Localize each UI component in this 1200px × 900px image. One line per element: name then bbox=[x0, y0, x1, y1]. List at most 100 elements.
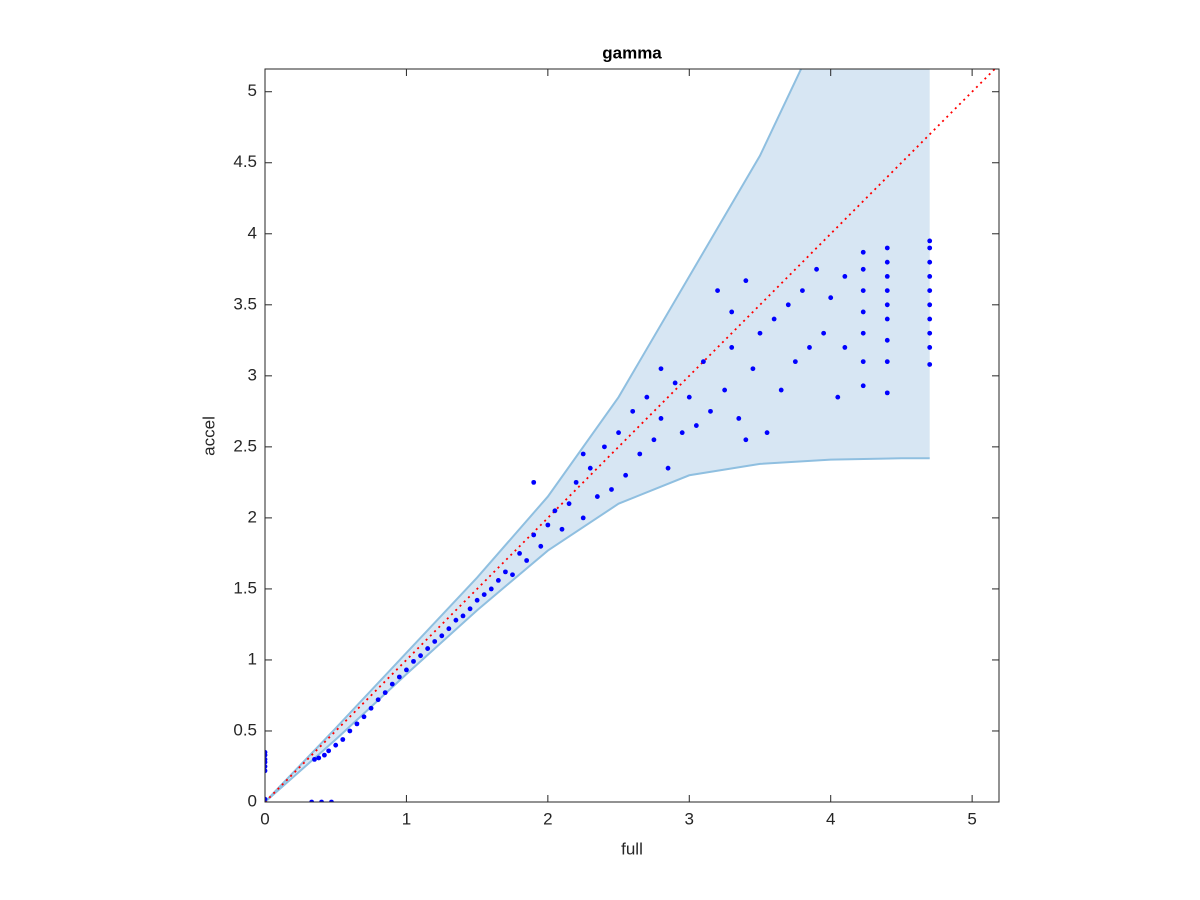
y-tick-label: 3.5 bbox=[233, 294, 257, 313]
data-point bbox=[884, 259, 890, 265]
data-point bbox=[609, 487, 614, 492]
data-point bbox=[750, 366, 756, 372]
data-point bbox=[743, 437, 749, 443]
data-point bbox=[672, 380, 678, 386]
data-point bbox=[842, 345, 848, 350]
data-point bbox=[884, 337, 890, 343]
data-point bbox=[510, 572, 515, 578]
data-point bbox=[326, 748, 332, 754]
data-point bbox=[860, 266, 866, 272]
y-tick-label: 0.5 bbox=[233, 720, 257, 739]
data-point bbox=[389, 681, 395, 687]
data-point bbox=[860, 288, 866, 294]
data-point bbox=[559, 526, 565, 532]
data-point bbox=[382, 690, 388, 696]
data-point bbox=[329, 799, 334, 802]
chart-title: gamma bbox=[602, 43, 662, 62]
data-point bbox=[418, 653, 423, 659]
data-point bbox=[580, 515, 586, 521]
data-point bbox=[503, 569, 508, 575]
data-point bbox=[665, 465, 671, 471]
data-point bbox=[785, 302, 791, 308]
data-point bbox=[573, 479, 579, 485]
data-point bbox=[630, 408, 636, 414]
data-point bbox=[814, 266, 819, 272]
data-point bbox=[580, 451, 586, 457]
data-point bbox=[396, 674, 402, 680]
data-point bbox=[771, 316, 777, 322]
data-point bbox=[729, 309, 735, 315]
y-tick-label: 5 bbox=[248, 81, 257, 100]
data-point bbox=[764, 430, 770, 436]
data-point bbox=[927, 245, 933, 251]
data-point bbox=[701, 359, 706, 365]
data-point bbox=[884, 359, 890, 365]
x-tick-label: 1 bbox=[402, 809, 411, 828]
data-point bbox=[927, 330, 933, 336]
data-point bbox=[927, 362, 933, 367]
y-tick-label: 0 bbox=[248, 791, 257, 810]
data-point bbox=[474, 597, 480, 603]
data-point bbox=[446, 626, 452, 632]
y-tick-label: 1 bbox=[248, 649, 257, 668]
data-point bbox=[927, 238, 933, 244]
y-tick-label: 3 bbox=[248, 365, 257, 384]
data-point bbox=[860, 359, 866, 365]
data-point bbox=[495, 577, 501, 583]
data-point bbox=[658, 416, 664, 421]
data-point bbox=[927, 302, 933, 308]
data-point bbox=[616, 430, 621, 436]
data-point bbox=[321, 752, 327, 758]
data-point bbox=[481, 592, 487, 598]
data-point bbox=[927, 316, 933, 322]
data-point bbox=[488, 586, 494, 592]
data-point bbox=[425, 646, 431, 651]
data-point bbox=[860, 330, 866, 336]
data-point bbox=[679, 430, 685, 436]
data-point bbox=[722, 387, 728, 393]
data-point bbox=[927, 273, 933, 279]
data-point bbox=[860, 249, 866, 255]
data-point bbox=[693, 423, 699, 428]
data-point bbox=[686, 394, 692, 400]
data-point bbox=[531, 479, 537, 485]
data-point bbox=[884, 302, 890, 308]
data-point bbox=[333, 742, 339, 748]
x-tick-label: 2 bbox=[543, 809, 552, 828]
x-tick-label: 3 bbox=[685, 809, 694, 828]
y-tick-label: 2.5 bbox=[233, 436, 257, 455]
data-point bbox=[545, 522, 551, 528]
data-point bbox=[736, 416, 742, 421]
y-tick-label: 4 bbox=[248, 223, 257, 242]
data-point bbox=[884, 245, 890, 251]
axes-box bbox=[264, 68, 1000, 803]
data-point bbox=[927, 259, 933, 265]
data-point bbox=[807, 345, 812, 350]
data-point bbox=[453, 617, 459, 623]
data-point bbox=[411, 658, 416, 664]
data-point bbox=[729, 345, 735, 350]
data-point bbox=[800, 288, 805, 294]
data-point bbox=[860, 383, 866, 389]
data-point bbox=[602, 444, 607, 450]
data-point bbox=[432, 639, 438, 644]
y-tick-label: 2 bbox=[248, 507, 257, 526]
data-point bbox=[587, 465, 593, 471]
data-point bbox=[927, 345, 933, 350]
data-point bbox=[404, 667, 409, 673]
data-point bbox=[319, 799, 324, 802]
band-upper-edge bbox=[265, 69, 803, 802]
plot-area bbox=[265, 69, 997, 802]
data-point bbox=[651, 437, 657, 443]
data-point bbox=[312, 756, 317, 762]
data-point bbox=[517, 551, 522, 556]
data-point bbox=[594, 494, 600, 499]
data-point bbox=[524, 558, 530, 563]
data-point bbox=[835, 394, 841, 400]
x-tick-label: 5 bbox=[967, 809, 976, 828]
y-axis-label: accel bbox=[199, 416, 218, 456]
data-point bbox=[884, 316, 890, 322]
data-point bbox=[623, 472, 629, 478]
data-point bbox=[467, 606, 473, 612]
y-tick-label: 4.5 bbox=[233, 152, 257, 171]
